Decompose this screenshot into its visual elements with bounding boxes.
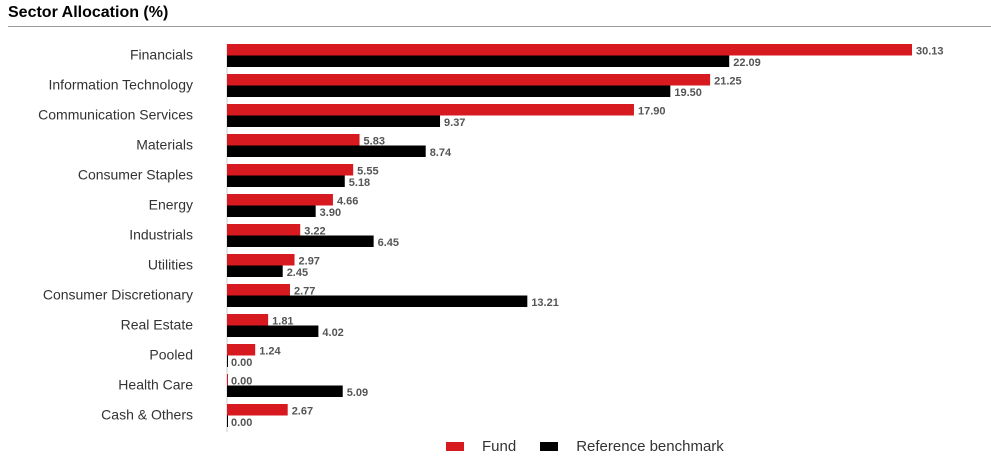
fund-value-label: 2.67 — [292, 406, 313, 418]
benchmark-bar — [227, 355, 228, 367]
fund-bar — [227, 284, 290, 296]
benchmark-value-label: 2.45 — [287, 267, 308, 279]
benchmark-value-label: 19.50 — [674, 87, 702, 99]
page-title: Sector Allocation (%) — [8, 4, 169, 21]
benchmark-value-label: 5.09 — [347, 387, 368, 399]
fund-bar — [227, 164, 354, 176]
fund-value-label: 0.00 — [231, 376, 252, 388]
fund-bar — [227, 224, 301, 236]
benchmark-bar — [227, 415, 228, 427]
fund-bar — [227, 344, 256, 356]
fund-value-label: 21.25 — [714, 76, 742, 88]
benchmark-bar — [227, 85, 671, 97]
benchmark-value-label: 0.00 — [231, 417, 252, 429]
sector-allocation-chart: Financials 30.13 22.09 Information Technolo… — [38, 44, 944, 432]
fund-value-label: 2.97 — [299, 256, 320, 268]
benchmark-bar — [227, 115, 441, 127]
fund-value-label: 1.81 — [272, 316, 293, 328]
fund-bar — [227, 74, 711, 86]
fund-bar — [227, 404, 288, 416]
fund-value-label: 1.24 — [259, 346, 281, 358]
category-label: Health Care — [118, 377, 193, 393]
legend-label-fund: Fund — [482, 438, 517, 455]
benchmark-value-label: 3.90 — [320, 207, 341, 219]
fund-value-label: 30.13 — [916, 46, 944, 58]
category-label: Communication Services — [38, 107, 193, 123]
benchmark-bar — [227, 295, 528, 307]
category-label: Consumer Staples — [78, 167, 193, 183]
fund-bar — [227, 104, 634, 116]
fund-value-label: 17.90 — [638, 106, 666, 118]
category-label: Energy — [149, 197, 193, 213]
category-label: Industrials — [129, 227, 193, 243]
category-label: Consumer Discretionary — [43, 287, 193, 303]
benchmark-value-label: 8.74 — [430, 147, 452, 159]
benchmark-bar — [227, 175, 345, 187]
benchmark-value-label: 0.00 — [231, 357, 252, 369]
category-label: Financials — [130, 47, 193, 63]
benchmark-bar — [227, 385, 343, 397]
fund-bar — [227, 314, 269, 326]
benchmark-value-label: 9.37 — [444, 117, 465, 129]
benchmark-bar — [227, 145, 426, 157]
category-label: Information Technology — [49, 77, 194, 93]
fund-bar — [227, 44, 912, 56]
benchmark-bar — [227, 325, 319, 337]
category-label: Utilities — [148, 257, 193, 273]
fund-bar — [227, 254, 295, 266]
category-label: Pooled — [149, 347, 193, 363]
benchmark-value-label: 5.18 — [349, 177, 370, 189]
legend-item-benchmark: Reference benchmark — [540, 438, 724, 455]
fund-value-label: 5.55 — [357, 166, 378, 178]
chart-legend: Fund Reference benchmark — [446, 438, 748, 455]
fund-bar — [227, 374, 228, 386]
benchmark-bar — [227, 205, 316, 217]
fund-value-label: 5.83 — [364, 136, 385, 148]
legend-swatch-fund — [446, 442, 464, 451]
benchmark-value-label: 4.02 — [322, 327, 343, 339]
legend-swatch-benchmark — [540, 442, 559, 451]
legend-label-benchmark: Reference benchmark — [576, 438, 724, 455]
category-label: Materials — [136, 137, 193, 153]
title-divider — [8, 26, 991, 27]
benchmark-bar — [227, 55, 730, 67]
benchmark-value-label: 13.21 — [531, 297, 559, 309]
fund-bar — [227, 194, 333, 206]
fund-bar — [227, 134, 360, 146]
category-label: Cash & Others — [101, 407, 193, 423]
fund-value-label: 3.22 — [304, 226, 325, 238]
legend-item-fund: Fund — [446, 438, 516, 455]
fund-value-label: 2.77 — [294, 286, 315, 298]
benchmark-bar — [227, 265, 283, 277]
benchmark-value-label: 6.45 — [378, 237, 399, 249]
fund-value-label: 4.66 — [337, 196, 358, 208]
benchmark-bar — [227, 235, 374, 247]
category-label: Real Estate — [121, 317, 194, 333]
benchmark-value-label: 22.09 — [733, 57, 761, 69]
